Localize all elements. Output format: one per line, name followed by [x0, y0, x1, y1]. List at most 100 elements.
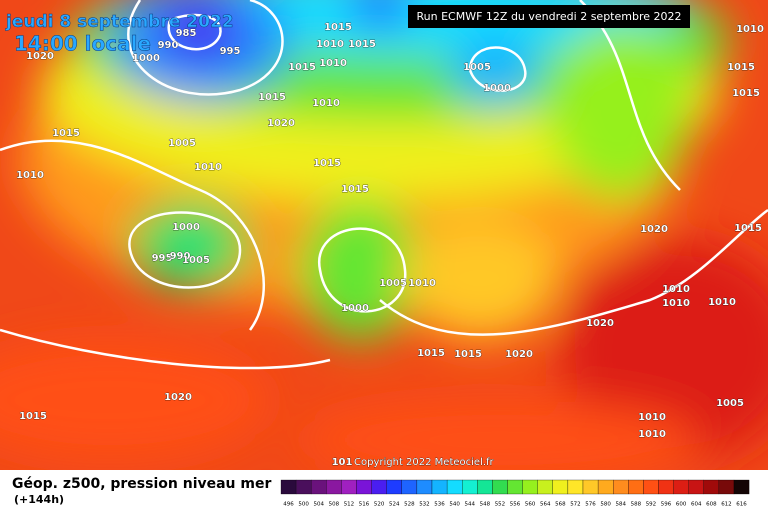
isobar-label: 1010: [638, 412, 666, 423]
isobar-label: 1015: [288, 62, 316, 73]
isobar-label: 1010: [316, 39, 344, 50]
isobar-label: 1010: [194, 162, 222, 173]
isobar-label: 1015: [52, 128, 80, 139]
scale-label: 600: [676, 502, 687, 508]
scale-label: 568: [555, 502, 566, 508]
scale-swatch: [597, 479, 614, 495]
scale-swatch: [326, 479, 342, 495]
footer-title: Géop. z500, pression niveau mer: [12, 476, 271, 492]
scale-swatch: [628, 479, 644, 495]
isobar-label: 995: [152, 253, 173, 264]
scale-swatch: [371, 479, 387, 495]
scale-swatch: [341, 479, 357, 495]
scale-swatch: [431, 479, 448, 495]
scale-label: 564: [540, 502, 551, 508]
scale-swatch: [688, 479, 704, 495]
scale-label: 552: [495, 502, 506, 508]
scale-swatch: [733, 479, 750, 495]
scale-swatch: [552, 479, 569, 495]
run-info: Run ECMWF 12Z du vendredi 2 septembre 20…: [417, 10, 682, 23]
isobar-label: 990: [158, 40, 179, 51]
scale-swatch: [492, 479, 508, 495]
scale-label: 512: [344, 502, 355, 508]
isobar-label: 1005: [168, 138, 196, 149]
isobar-label: 1010: [638, 429, 666, 440]
copyright: Copyright 2022 Meteociel.fr: [354, 457, 495, 468]
isobar-label: 1015: [732, 88, 760, 99]
isobar-label: 101: [332, 457, 353, 468]
scale-label: 504: [314, 502, 325, 508]
isobar-label: 1020: [267, 118, 295, 129]
scale-label: 556: [510, 502, 521, 508]
scale-label: 596: [661, 502, 672, 508]
scale-swatch: [658, 479, 674, 495]
scale-label: 576: [585, 502, 596, 508]
scale-label: 584: [616, 502, 627, 508]
scale-label: 544: [465, 502, 476, 508]
scale-swatch: [401, 479, 418, 495]
scale-label: 540: [449, 502, 460, 508]
scale-swatch: [311, 479, 327, 495]
scale-swatch: [643, 479, 659, 495]
isobar-label: 1010: [319, 58, 347, 69]
isobar-label: 1010: [736, 24, 764, 35]
isobar-label: 1010: [662, 298, 690, 309]
scale-swatch: [446, 479, 463, 495]
scale-label: 496: [283, 502, 294, 508]
isobar-label: 1020: [586, 318, 614, 329]
isobar-label: 1015: [417, 348, 445, 359]
scale-swatch: [356, 479, 372, 495]
isobar-label: 1000: [483, 83, 511, 94]
scale-label: 508: [329, 502, 340, 508]
isobar-label: 1015: [734, 223, 762, 234]
isobar-label: 1015: [19, 411, 47, 422]
isobar-label: 1015: [313, 158, 341, 169]
scale-label: 524: [389, 502, 400, 508]
run-box: [408, 5, 690, 28]
isobar-label: 990: [170, 251, 191, 262]
footer-lead: (+144h): [14, 493, 64, 506]
isobar-label: 1020: [26, 51, 54, 62]
isobar-label: 1000: [132, 53, 160, 64]
isobar-label: 1020: [640, 224, 668, 235]
scale-swatch: [507, 479, 523, 495]
isobar-label: 1020: [164, 392, 192, 403]
isobar-label: 1010: [708, 297, 736, 308]
scale-swatch: [673, 479, 689, 495]
time-title: 14:00 locale: [14, 32, 151, 56]
scale-label: 608: [706, 502, 717, 508]
color-scale: 496 500 504 508 512 516 520 524 528 532 536 540 544 5…: [280, 479, 750, 508]
scale-label: 604: [691, 502, 702, 508]
scale-label: 532: [419, 502, 430, 508]
isobar-label: 1000: [341, 303, 369, 314]
scale-label: 516: [359, 502, 370, 508]
scale-swatch: [703, 479, 720, 495]
isobar-label: 1010: [408, 278, 436, 289]
isobar-label: 1005: [379, 278, 407, 289]
scale-swatch: [462, 479, 478, 495]
scale-label: 560: [525, 502, 536, 508]
scale-label: 572: [570, 502, 581, 508]
scale-label: 592: [646, 502, 657, 508]
isobar-label: 1015: [348, 39, 376, 50]
scale-swatch: [582, 479, 599, 495]
scale-label: 520: [374, 502, 385, 508]
isobar-label: 1015: [727, 62, 755, 73]
scale-label: 528: [404, 502, 415, 508]
scale-swatch: [613, 479, 629, 495]
scale-swatch: [295, 479, 312, 495]
scale-swatch: [416, 479, 433, 495]
scale-label: 548: [480, 502, 491, 508]
isobar-label: 1005: [182, 255, 210, 266]
scale-label: 612: [721, 502, 732, 508]
scale-swatch: [567, 479, 584, 495]
isobar-label: 1015: [258, 92, 286, 103]
isobar-label: 1005: [716, 398, 744, 409]
isobar-label: 1010: [312, 98, 340, 109]
scale-label: 616: [736, 502, 747, 508]
isobar-label: 1010: [662, 284, 690, 295]
date-title: jeudi 8 septembre 2022: [5, 12, 234, 32]
isobar-label: 1000: [172, 222, 200, 233]
isobar-label: 995: [220, 46, 241, 57]
